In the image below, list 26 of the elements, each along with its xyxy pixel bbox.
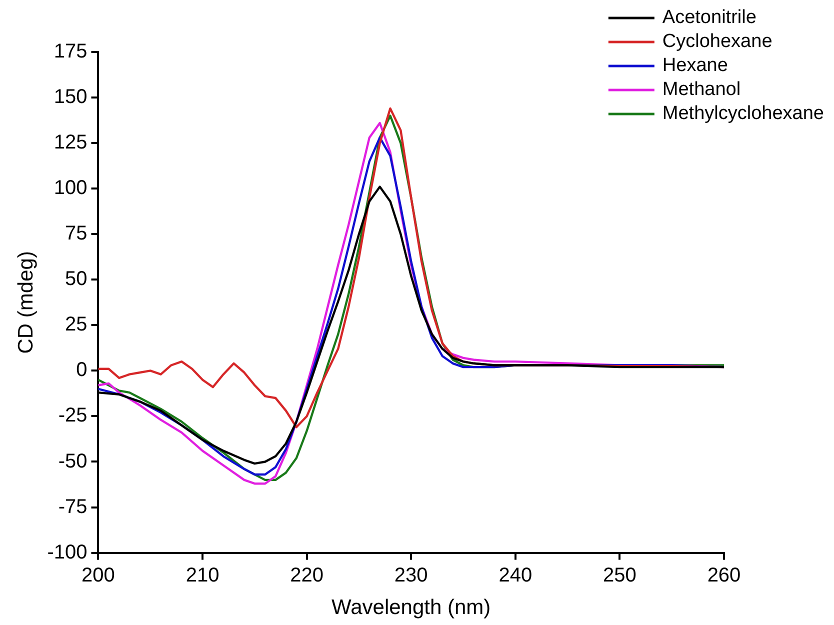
y-tick-label: -25 xyxy=(58,404,88,427)
y-tick-label: 75 xyxy=(64,222,88,245)
legend-label: Cyclohexane xyxy=(662,31,772,52)
y-axis-title: CD (mdeg) xyxy=(14,251,38,354)
legend-label: Acetonitrile xyxy=(662,7,756,28)
y-tick-label: -75 xyxy=(58,496,88,518)
x-tick-label: 240 xyxy=(498,564,532,586)
y-tick-label: 100 xyxy=(54,177,88,200)
y-tick-label: 175 xyxy=(54,40,88,63)
x-tick-label: 260 xyxy=(707,564,741,586)
y-tick-label: -50 xyxy=(58,450,88,472)
x-tick-label: 250 xyxy=(603,564,636,586)
x-tick-label: 220 xyxy=(290,564,324,586)
legend-label: Methanol xyxy=(662,79,741,100)
y-tick-label: 125 xyxy=(54,132,88,154)
y-tick-label: -100 xyxy=(47,541,88,564)
y-tick-label: 0 xyxy=(76,359,88,382)
y-tick-label: 50 xyxy=(64,268,88,290)
x-tick-label: 210 xyxy=(186,564,220,586)
x-axis-title: Wavelength (nm) xyxy=(332,596,491,620)
x-tick-label: 230 xyxy=(394,564,428,586)
legend-label: Methylcyclohexane xyxy=(662,103,824,124)
x-tick-label: 200 xyxy=(82,564,115,586)
legend-label: Hexane xyxy=(662,55,728,76)
y-tick-label: 150 xyxy=(54,86,88,108)
y-tick-label: 25 xyxy=(64,314,88,336)
